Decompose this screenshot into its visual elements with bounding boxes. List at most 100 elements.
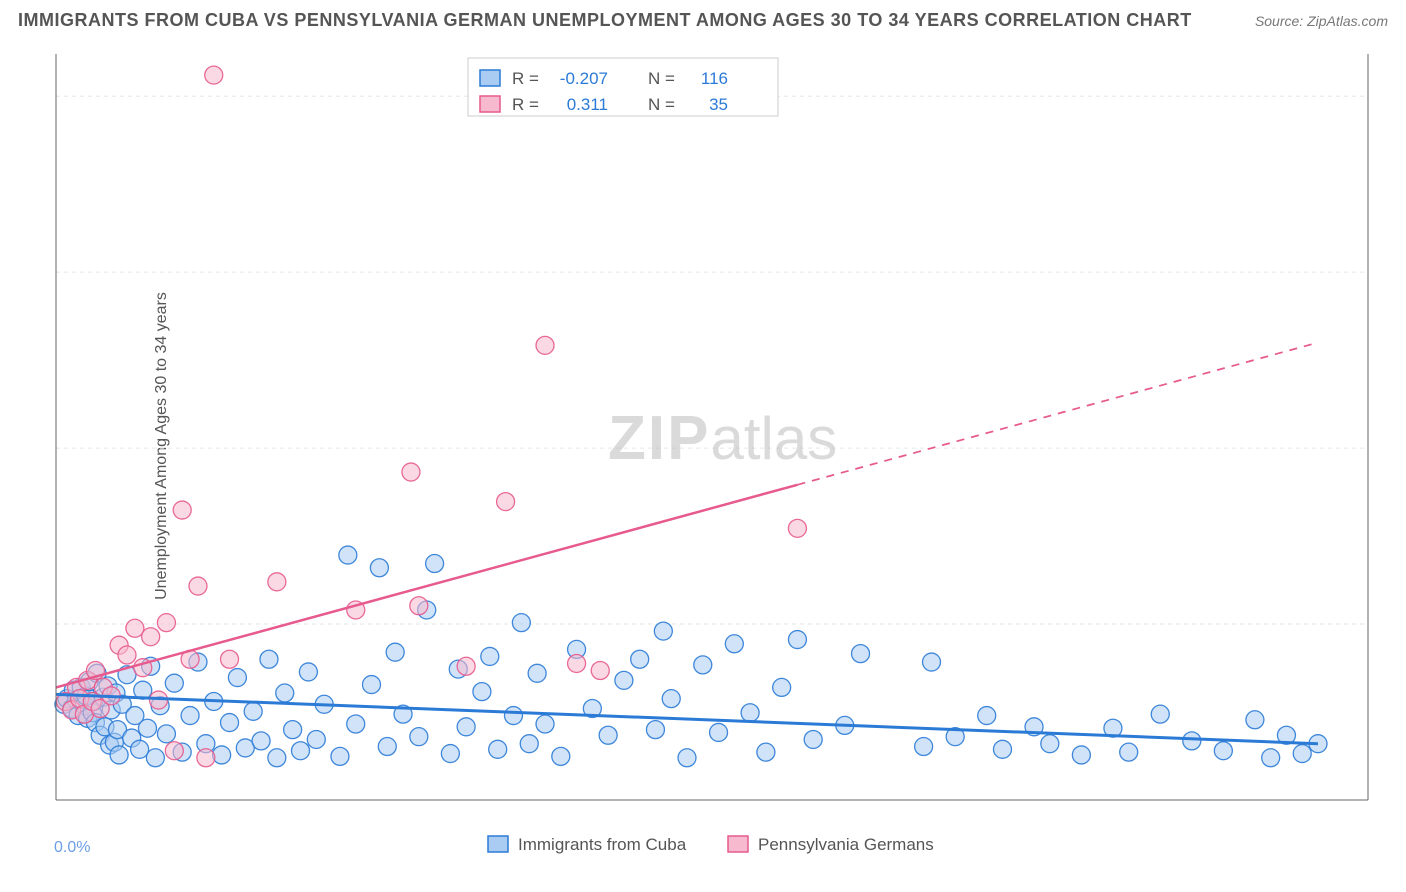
data-point [126, 619, 144, 637]
data-point [252, 732, 270, 750]
data-point [915, 738, 933, 756]
data-point [1246, 711, 1264, 729]
data-point [599, 726, 617, 744]
data-point [197, 749, 215, 767]
data-point [646, 721, 664, 739]
chart-title: IMMIGRANTS FROM CUBA VS PENNSYLVANIA GER… [18, 10, 1192, 31]
data-point [363, 676, 381, 694]
data-point [457, 718, 475, 736]
trend-line-dashed [797, 343, 1318, 485]
data-point [504, 707, 522, 725]
data-point [244, 702, 262, 720]
data-point [757, 743, 775, 761]
data-point [165, 742, 183, 760]
data-point [481, 647, 499, 665]
data-point [788, 519, 806, 537]
data-point [386, 643, 404, 661]
data-point [1072, 746, 1090, 764]
x-axis-area: 0.0%80.0%Immigrants from CubaPennsylvani… [48, 830, 1388, 860]
data-point [131, 740, 149, 758]
data-point [457, 657, 475, 675]
legend-r-value: -0.207 [560, 69, 608, 88]
data-point [205, 66, 223, 84]
data-point [142, 628, 160, 646]
data-point [528, 664, 546, 682]
data-point [710, 723, 728, 741]
data-point [110, 746, 128, 764]
data-point [536, 336, 554, 354]
data-point [1214, 742, 1232, 760]
x-axis-canvas: 0.0%80.0%Immigrants from CubaPennsylvani… [48, 830, 1388, 860]
data-point [402, 463, 420, 481]
data-point [339, 546, 357, 564]
legend-n-value: 35 [709, 95, 728, 114]
legend-r-value: 0.311 [567, 95, 608, 114]
data-point [678, 749, 696, 767]
data-point [165, 674, 183, 692]
data-point [260, 650, 278, 668]
legend-series-label: Immigrants from Cuba [518, 835, 687, 854]
trend-line-solid [56, 485, 797, 688]
data-point [568, 654, 586, 672]
data-point [378, 738, 396, 756]
data-point [512, 614, 530, 632]
data-point [284, 721, 302, 739]
legend-swatch [480, 96, 500, 112]
data-point [852, 645, 870, 663]
data-point [1120, 743, 1138, 761]
data-point [181, 707, 199, 725]
data-point [773, 678, 791, 696]
data-point [268, 749, 286, 767]
data-point [978, 707, 996, 725]
data-point [221, 650, 239, 668]
x-tick-label: 0.0% [54, 839, 90, 856]
data-point [331, 747, 349, 765]
chart-canvas: ZIPatlas12.5%25.0%37.5%50.0%R =-0.207N =… [48, 44, 1388, 824]
title-bar: IMMIGRANTS FROM CUBA VS PENNSYLVANIA GER… [18, 10, 1388, 31]
data-point [307, 730, 325, 748]
data-point [552, 747, 570, 765]
data-point [1041, 735, 1059, 753]
data-point [138, 719, 156, 737]
data-point [157, 725, 175, 743]
data-point [489, 740, 507, 758]
data-point [536, 715, 554, 733]
data-point [662, 690, 680, 708]
data-point [213, 746, 231, 764]
legend-n-label: N = [648, 69, 675, 88]
data-point [1262, 749, 1280, 767]
data-point [654, 622, 672, 640]
data-point [694, 656, 712, 674]
legend-n-label: N = [648, 95, 675, 114]
data-point [410, 728, 428, 746]
data-point [1293, 745, 1311, 763]
trend-line [56, 694, 1318, 743]
data-point [923, 653, 941, 671]
data-point [1151, 705, 1169, 723]
data-point [1183, 732, 1201, 750]
data-point [725, 635, 743, 653]
data-point [292, 742, 310, 760]
data-point [189, 577, 207, 595]
legend-r-label: R = [512, 95, 539, 114]
legend-swatch [480, 70, 500, 86]
data-point [631, 650, 649, 668]
data-point [268, 573, 286, 591]
source-label: Source: ZipAtlas.com [1255, 13, 1388, 29]
legend-series-label: Pennsylvania Germans [758, 835, 934, 854]
data-point [994, 740, 1012, 758]
watermark: ZIPatlas [608, 404, 837, 473]
data-point [804, 730, 822, 748]
data-point [426, 555, 444, 573]
data-point [118, 646, 136, 664]
legend-r-label: R = [512, 69, 539, 88]
data-point [615, 671, 633, 689]
data-point [741, 704, 759, 722]
legend-swatch [728, 836, 748, 852]
data-point [788, 631, 806, 649]
data-point [228, 669, 246, 687]
data-point [591, 662, 609, 680]
data-point [221, 714, 239, 732]
data-point [173, 501, 191, 519]
data-point [520, 735, 538, 753]
